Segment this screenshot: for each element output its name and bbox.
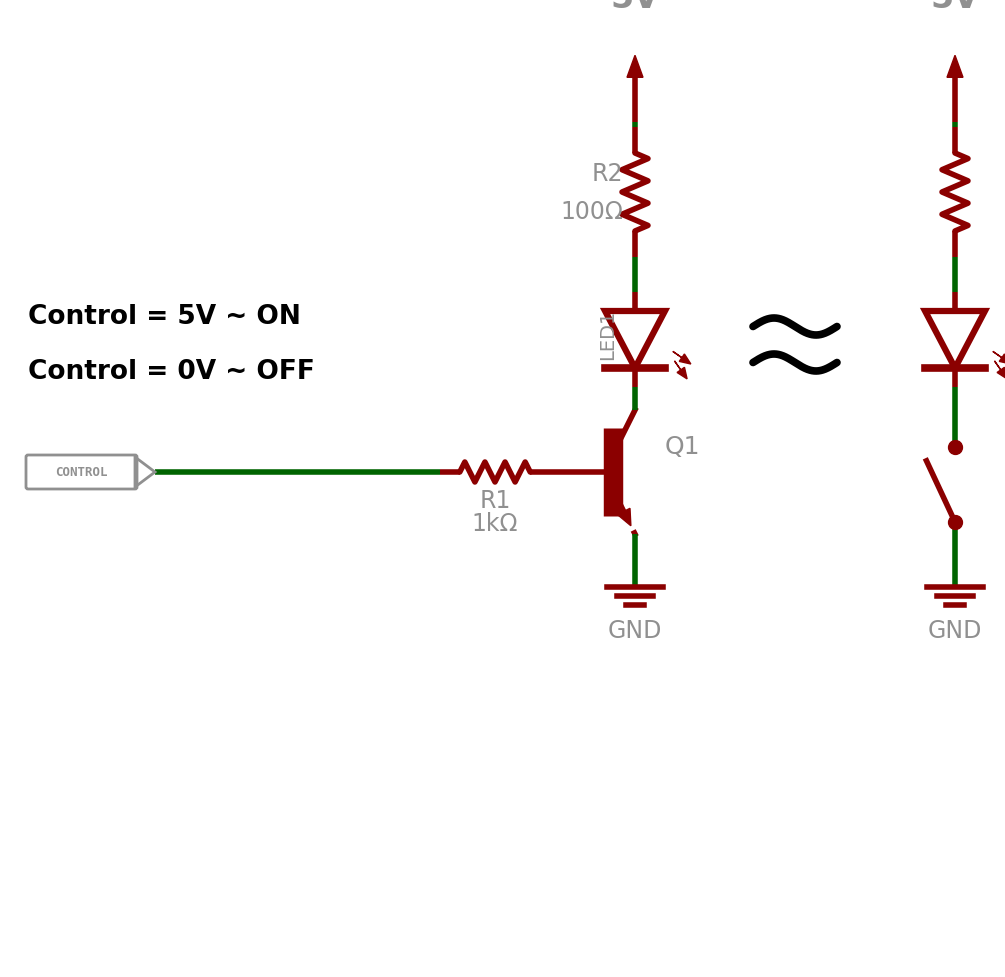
FancyArrow shape (993, 352, 1005, 364)
Text: 5V: 5V (931, 0, 980, 15)
Text: 5V: 5V (610, 0, 659, 15)
FancyArrow shape (627, 56, 643, 77)
Text: Control = 5V ~ ON: Control = 5V ~ ON (28, 304, 300, 330)
Text: CONTROL: CONTROL (55, 465, 108, 479)
FancyArrow shape (947, 56, 963, 77)
Text: R1: R1 (479, 489, 511, 513)
FancyArrow shape (995, 361, 1005, 379)
Text: R2: R2 (592, 162, 623, 186)
FancyArrow shape (674, 361, 687, 379)
FancyBboxPatch shape (26, 455, 137, 489)
Text: GND: GND (928, 619, 982, 643)
Text: 100Ω: 100Ω (560, 200, 623, 224)
Text: Control = 0V ~ OFF: Control = 0V ~ OFF (28, 359, 315, 385)
Text: GND: GND (608, 619, 662, 643)
FancyArrow shape (617, 508, 631, 526)
FancyArrow shape (672, 352, 690, 364)
Text: LED1: LED1 (598, 310, 617, 360)
Text: Q1: Q1 (665, 435, 700, 459)
Text: 1kΩ: 1kΩ (471, 512, 519, 536)
